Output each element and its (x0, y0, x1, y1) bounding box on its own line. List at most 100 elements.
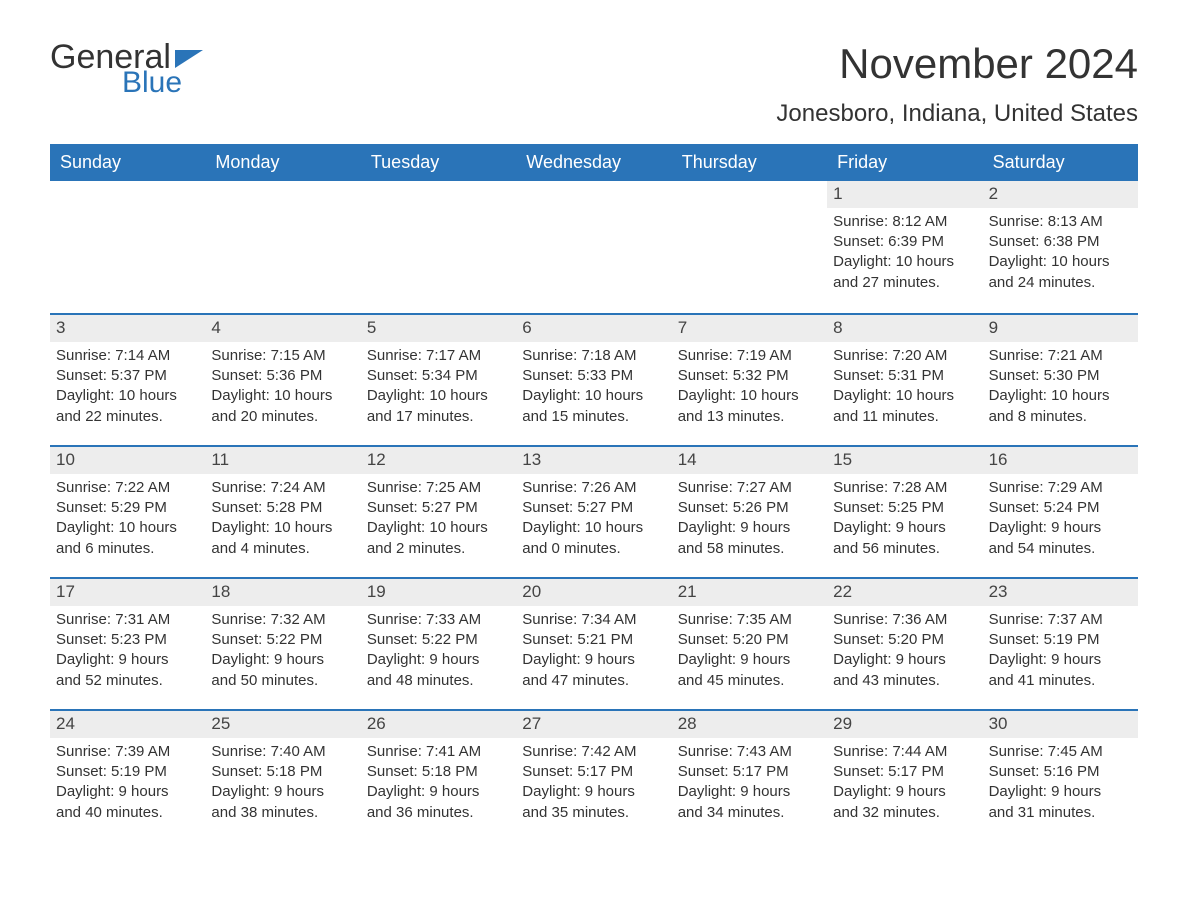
weekday-wednesday: Wednesday (516, 144, 671, 181)
day-cell: 17 Sunrise: 7:31 AMSunset: 5:23 PMDayligh… (50, 579, 205, 709)
day-details: Sunrise: 7:14 AMSunset: 5:37 PMDaylight:… (56, 346, 199, 427)
day-number: 15 (827, 447, 982, 474)
day-details: Sunrise: 7:28 AMSunset: 5:25 PMDaylight:… (833, 478, 976, 559)
day-number: 11 (205, 447, 360, 474)
empty-cell (50, 181, 205, 313)
day-cell: 19 Sunrise: 7:33 AMSunset: 5:22 PMDayligh… (361, 579, 516, 709)
day-number: 29 (827, 711, 982, 738)
day-cell: 26Sunrise: 7:41 AMSunset: 5:18 PMDayligh… (361, 711, 516, 841)
weekday-sunday: Sunday (50, 144, 205, 181)
day-details: Sunrise: 7:17 AMSunset: 5:34 PMDaylight:… (367, 346, 510, 427)
day-cell: 7 Sunrise: 7:19 AMSunset: 5:32 PMDaylight… (672, 315, 827, 445)
day-cell: 9 Sunrise: 7:21 AMSunset: 5:30 PMDaylight… (983, 315, 1138, 445)
day-cell: 11Sunrise: 7:24 AMSunset: 5:28 PMDayligh… (205, 447, 360, 577)
day-details: Sunrise: 7:18 AMSunset: 5:33 PMDaylight:… (522, 346, 665, 427)
day-number: 22 (827, 579, 982, 606)
calendar: SundayMondayTuesdayWednesdayThursdayFrid… (50, 144, 1138, 841)
day-number: 5 (361, 315, 516, 342)
weekday-thursday: Thursday (672, 144, 827, 181)
day-cell: 16 Sunrise: 7:29 AMSunset: 5:24 PMDayligh… (983, 447, 1138, 577)
day-cell: 15 Sunrise: 7:28 AMSunset: 5:25 PMDayligh… (827, 447, 982, 577)
day-details: Sunrise: 7:40 AMSunset: 5:18 PMDaylight:… (211, 742, 354, 823)
day-number: 9 (983, 315, 1138, 342)
day-cell: 30 Sunrise: 7:45 AMSunset: 5:16 PMDayligh… (983, 711, 1138, 841)
day-details: Sunrise: 7:21 AMSunset: 5:30 PMDaylight:… (989, 346, 1132, 427)
day-details: Sunrise: 7:42 AMSunset: 5:17 PMDaylight:… (522, 742, 665, 823)
weekday-friday: Friday (827, 144, 982, 181)
empty-cell (672, 181, 827, 313)
day-cell: 13Sunrise: 7:26 AMSunset: 5:27 PMDayligh… (516, 447, 671, 577)
day-cell: 5 Sunrise: 7:17 AMSunset: 5:34 PMDaylight… (361, 315, 516, 445)
day-number: 30 (983, 711, 1138, 738)
day-details: Sunrise: 7:22 AMSunset: 5:29 PMDaylight:… (56, 478, 199, 559)
day-details: Sunrise: 7:41 AMSunset: 5:18 PMDaylight:… (367, 742, 510, 823)
weekday-saturday: Saturday (983, 144, 1138, 181)
day-number: 18 (205, 579, 360, 606)
week-row: 3 Sunrise: 7:14 AMSunset: 5:37 PMDaylight… (50, 313, 1138, 445)
day-number: 19 (361, 579, 516, 606)
day-details: Sunrise: 7:34 AMSunset: 5:21 PMDaylight:… (522, 610, 665, 691)
day-cell: 10 Sunrise: 7:22 AMSunset: 5:29 PMDayligh… (50, 447, 205, 577)
week-row: 1 Sunrise: 8:12 AMSunset: 6:39 PMDaylight… (50, 181, 1138, 313)
day-number: 16 (983, 447, 1138, 474)
day-details: Sunrise: 7:27 AMSunset: 5:26 PMDaylight:… (678, 478, 821, 559)
day-details: Sunrise: 7:32 AMSunset: 5:22 PMDaylight:… (211, 610, 354, 691)
day-cell: 2Sunrise: 8:13 AMSunset: 6:38 PMDaylight… (983, 181, 1138, 313)
day-details: Sunrise: 7:19 AMSunset: 5:32 PMDaylight:… (678, 346, 821, 427)
weekday-header-row: SundayMondayTuesdayWednesdayThursdayFrid… (50, 144, 1138, 181)
day-details: Sunrise: 7:33 AMSunset: 5:22 PMDaylight:… (367, 610, 510, 691)
day-details: Sunrise: 7:29 AMSunset: 5:24 PMDaylight:… (989, 478, 1132, 559)
day-number: 24 (50, 711, 205, 738)
day-number: 17 (50, 579, 205, 606)
day-number: 14 (672, 447, 827, 474)
week-row: 24 Sunrise: 7:39 AMSunset: 5:19 PMDayligh… (50, 709, 1138, 841)
week-row: 17 Sunrise: 7:31 AMSunset: 5:23 PMDayligh… (50, 577, 1138, 709)
day-number: 28 (672, 711, 827, 738)
day-cell: 23 Sunrise: 7:37 AMSunset: 5:19 PMDayligh… (983, 579, 1138, 709)
logo: General Blue (50, 40, 203, 98)
day-number: 20 (516, 579, 671, 606)
day-details: Sunrise: 7:20 AMSunset: 5:31 PMDaylight:… (833, 346, 976, 427)
day-cell: 6 Sunrise: 7:18 AMSunset: 5:33 PMDaylight… (516, 315, 671, 445)
weekday-tuesday: Tuesday (361, 144, 516, 181)
day-number: 3 (50, 315, 205, 342)
day-number: 1 (827, 181, 982, 208)
day-cell: 20 Sunrise: 7:34 AMSunset: 5:21 PMDayligh… (516, 579, 671, 709)
day-details: Sunrise: 7:36 AMSunset: 5:20 PMDaylight:… (833, 610, 976, 691)
day-cell: 14 Sunrise: 7:27 AMSunset: 5:26 PMDayligh… (672, 447, 827, 577)
day-details: Sunrise: 7:43 AMSunset: 5:17 PMDaylight:… (678, 742, 821, 823)
day-number: 21 (672, 579, 827, 606)
week-row: 10 Sunrise: 7:22 AMSunset: 5:29 PMDayligh… (50, 445, 1138, 577)
day-number: 27 (516, 711, 671, 738)
day-details: Sunrise: 7:44 AMSunset: 5:17 PMDaylight:… (833, 742, 976, 823)
day-details: Sunrise: 7:39 AMSunset: 5:19 PMDaylight:… (56, 742, 199, 823)
month-title: November 2024 (776, 40, 1138, 88)
weekday-monday: Monday (205, 144, 360, 181)
day-cell: 8 Sunrise: 7:20 AMSunset: 5:31 PMDaylight… (827, 315, 982, 445)
day-cell: 1 Sunrise: 8:12 AMSunset: 6:39 PMDaylight… (827, 181, 982, 313)
day-number: 10 (50, 447, 205, 474)
day-cell: 3 Sunrise: 7:14 AMSunset: 5:37 PMDaylight… (50, 315, 205, 445)
day-cell: 18 Sunrise: 7:32 AMSunset: 5:22 PMDayligh… (205, 579, 360, 709)
day-details: Sunrise: 7:31 AMSunset: 5:23 PMDaylight:… (56, 610, 199, 691)
day-details: Sunrise: 7:25 AMSunset: 5:27 PMDaylight:… (367, 478, 510, 559)
day-number: 23 (983, 579, 1138, 606)
day-number: 13 (516, 447, 671, 474)
day-number: 8 (827, 315, 982, 342)
day-number: 12 (361, 447, 516, 474)
day-number: 4 (205, 315, 360, 342)
title-block: November 2024 Jonesboro, Indiana, United… (776, 40, 1138, 128)
day-cell: 25Sunrise: 7:40 AMSunset: 5:18 PMDayligh… (205, 711, 360, 841)
location: Jonesboro, Indiana, United States (776, 100, 1138, 128)
day-details: Sunrise: 7:15 AMSunset: 5:36 PMDaylight:… (211, 346, 354, 427)
empty-cell (205, 181, 360, 313)
day-details: Sunrise: 8:12 AMSunset: 6:39 PMDaylight:… (833, 212, 976, 293)
day-cell: 12 Sunrise: 7:25 AMSunset: 5:27 PMDayligh… (361, 447, 516, 577)
day-number: 2 (983, 181, 1138, 208)
day-cell: 27 Sunrise: 7:42 AMSunset: 5:17 PMDayligh… (516, 711, 671, 841)
day-details: Sunrise: 7:37 AMSunset: 5:19 PMDaylight:… (989, 610, 1132, 691)
day-number: 6 (516, 315, 671, 342)
day-details: Sunrise: 7:35 AMSunset: 5:20 PMDaylight:… (678, 610, 821, 691)
day-details: Sunrise: 7:45 AMSunset: 5:16 PMDaylight:… (989, 742, 1132, 823)
day-number: 7 (672, 315, 827, 342)
